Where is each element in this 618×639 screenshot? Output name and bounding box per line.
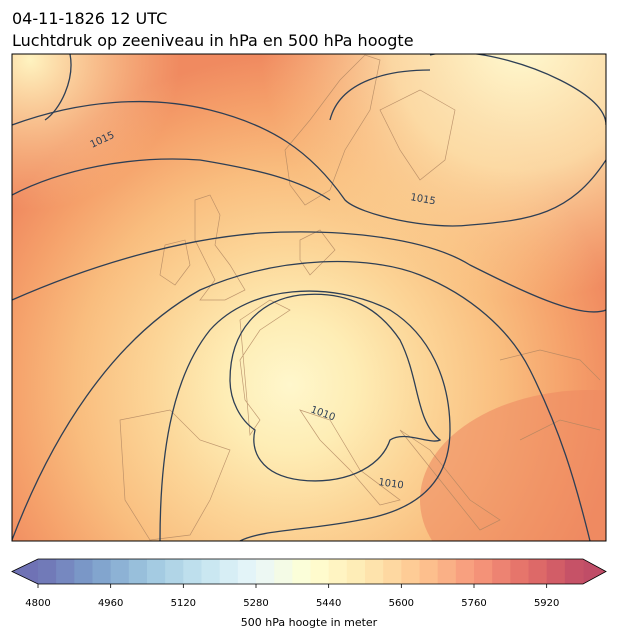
colorbar-segment: [256, 559, 275, 584]
colorbar-segment: [437, 559, 457, 584]
colorbar-tick-label: 5280: [243, 598, 268, 609]
colorbar-segment: [510, 559, 529, 584]
colorbar-segment: [310, 559, 330, 584]
colorbar-segment: [492, 559, 511, 584]
map: 1015 1015 1010 1010: [12, 54, 606, 541]
colorbar-tick-label: 5120: [171, 598, 196, 609]
colorbar-segment: [528, 559, 548, 584]
colorbar-extend-high: [583, 559, 606, 584]
colorbar-tick-label: 5760: [461, 598, 486, 609]
colorbar-segment: [38, 559, 57, 584]
colorbar-tick-label: 5600: [389, 598, 414, 609]
colorbar-segment: [346, 559, 366, 584]
colorbar-segment: [219, 559, 239, 584]
colorbar-segment: [237, 559, 257, 584]
contour-label: 1015: [409, 192, 436, 207]
colorbar-segment: [92, 559, 112, 584]
colorbar-segment: [383, 559, 402, 584]
colorbar-tick-label: 4960: [98, 598, 123, 609]
colorbar-label: 500 hPa hoogte in meter: [241, 616, 378, 629]
colorbar-segment: [165, 559, 184, 584]
colorbar-segment: [365, 559, 384, 584]
isobars: [12, 54, 606, 541]
colorbar-segment: [564, 559, 584, 584]
colorbar-segment: [183, 559, 202, 584]
colorbar-extend-low: [12, 559, 38, 584]
title: 04-11-1826 12 UTC: [12, 9, 167, 28]
map-frame: [11, 53, 607, 542]
colorbar-segment: [201, 559, 221, 584]
colorbar-segment: [74, 559, 93, 584]
colorbar-segment: [110, 559, 130, 584]
colorbar-segment: [546, 559, 566, 584]
colorbar-segment: [56, 559, 75, 584]
colorbar-tick-label: 5920: [534, 598, 559, 609]
colorbar-tick-label: 4800: [25, 598, 50, 609]
contour-label: 1010: [378, 477, 405, 491]
colorbar-segment: [328, 559, 348, 584]
subtitle: Luchtdruk op zeeniveau in hPa en 500 hPa…: [12, 31, 414, 50]
colorbar-segment: [401, 559, 420, 584]
coastlines: [119, 54, 601, 541]
colorbar: 4800 4960 5120 5280 5440 5600 5760 5920: [11, 558, 607, 609]
colorbar-segment: [474, 559, 493, 584]
colorbar-segment: [147, 559, 166, 584]
colorbar-tick-label: 5440: [316, 598, 341, 609]
colorbar-segment: [128, 559, 148, 584]
height-field-southeast: [420, 390, 606, 541]
colorbar-segment: [292, 559, 311, 584]
colorbar-segment: [274, 559, 293, 584]
colorbar-segment: [419, 559, 439, 584]
colorbar-segment: [455, 559, 475, 584]
